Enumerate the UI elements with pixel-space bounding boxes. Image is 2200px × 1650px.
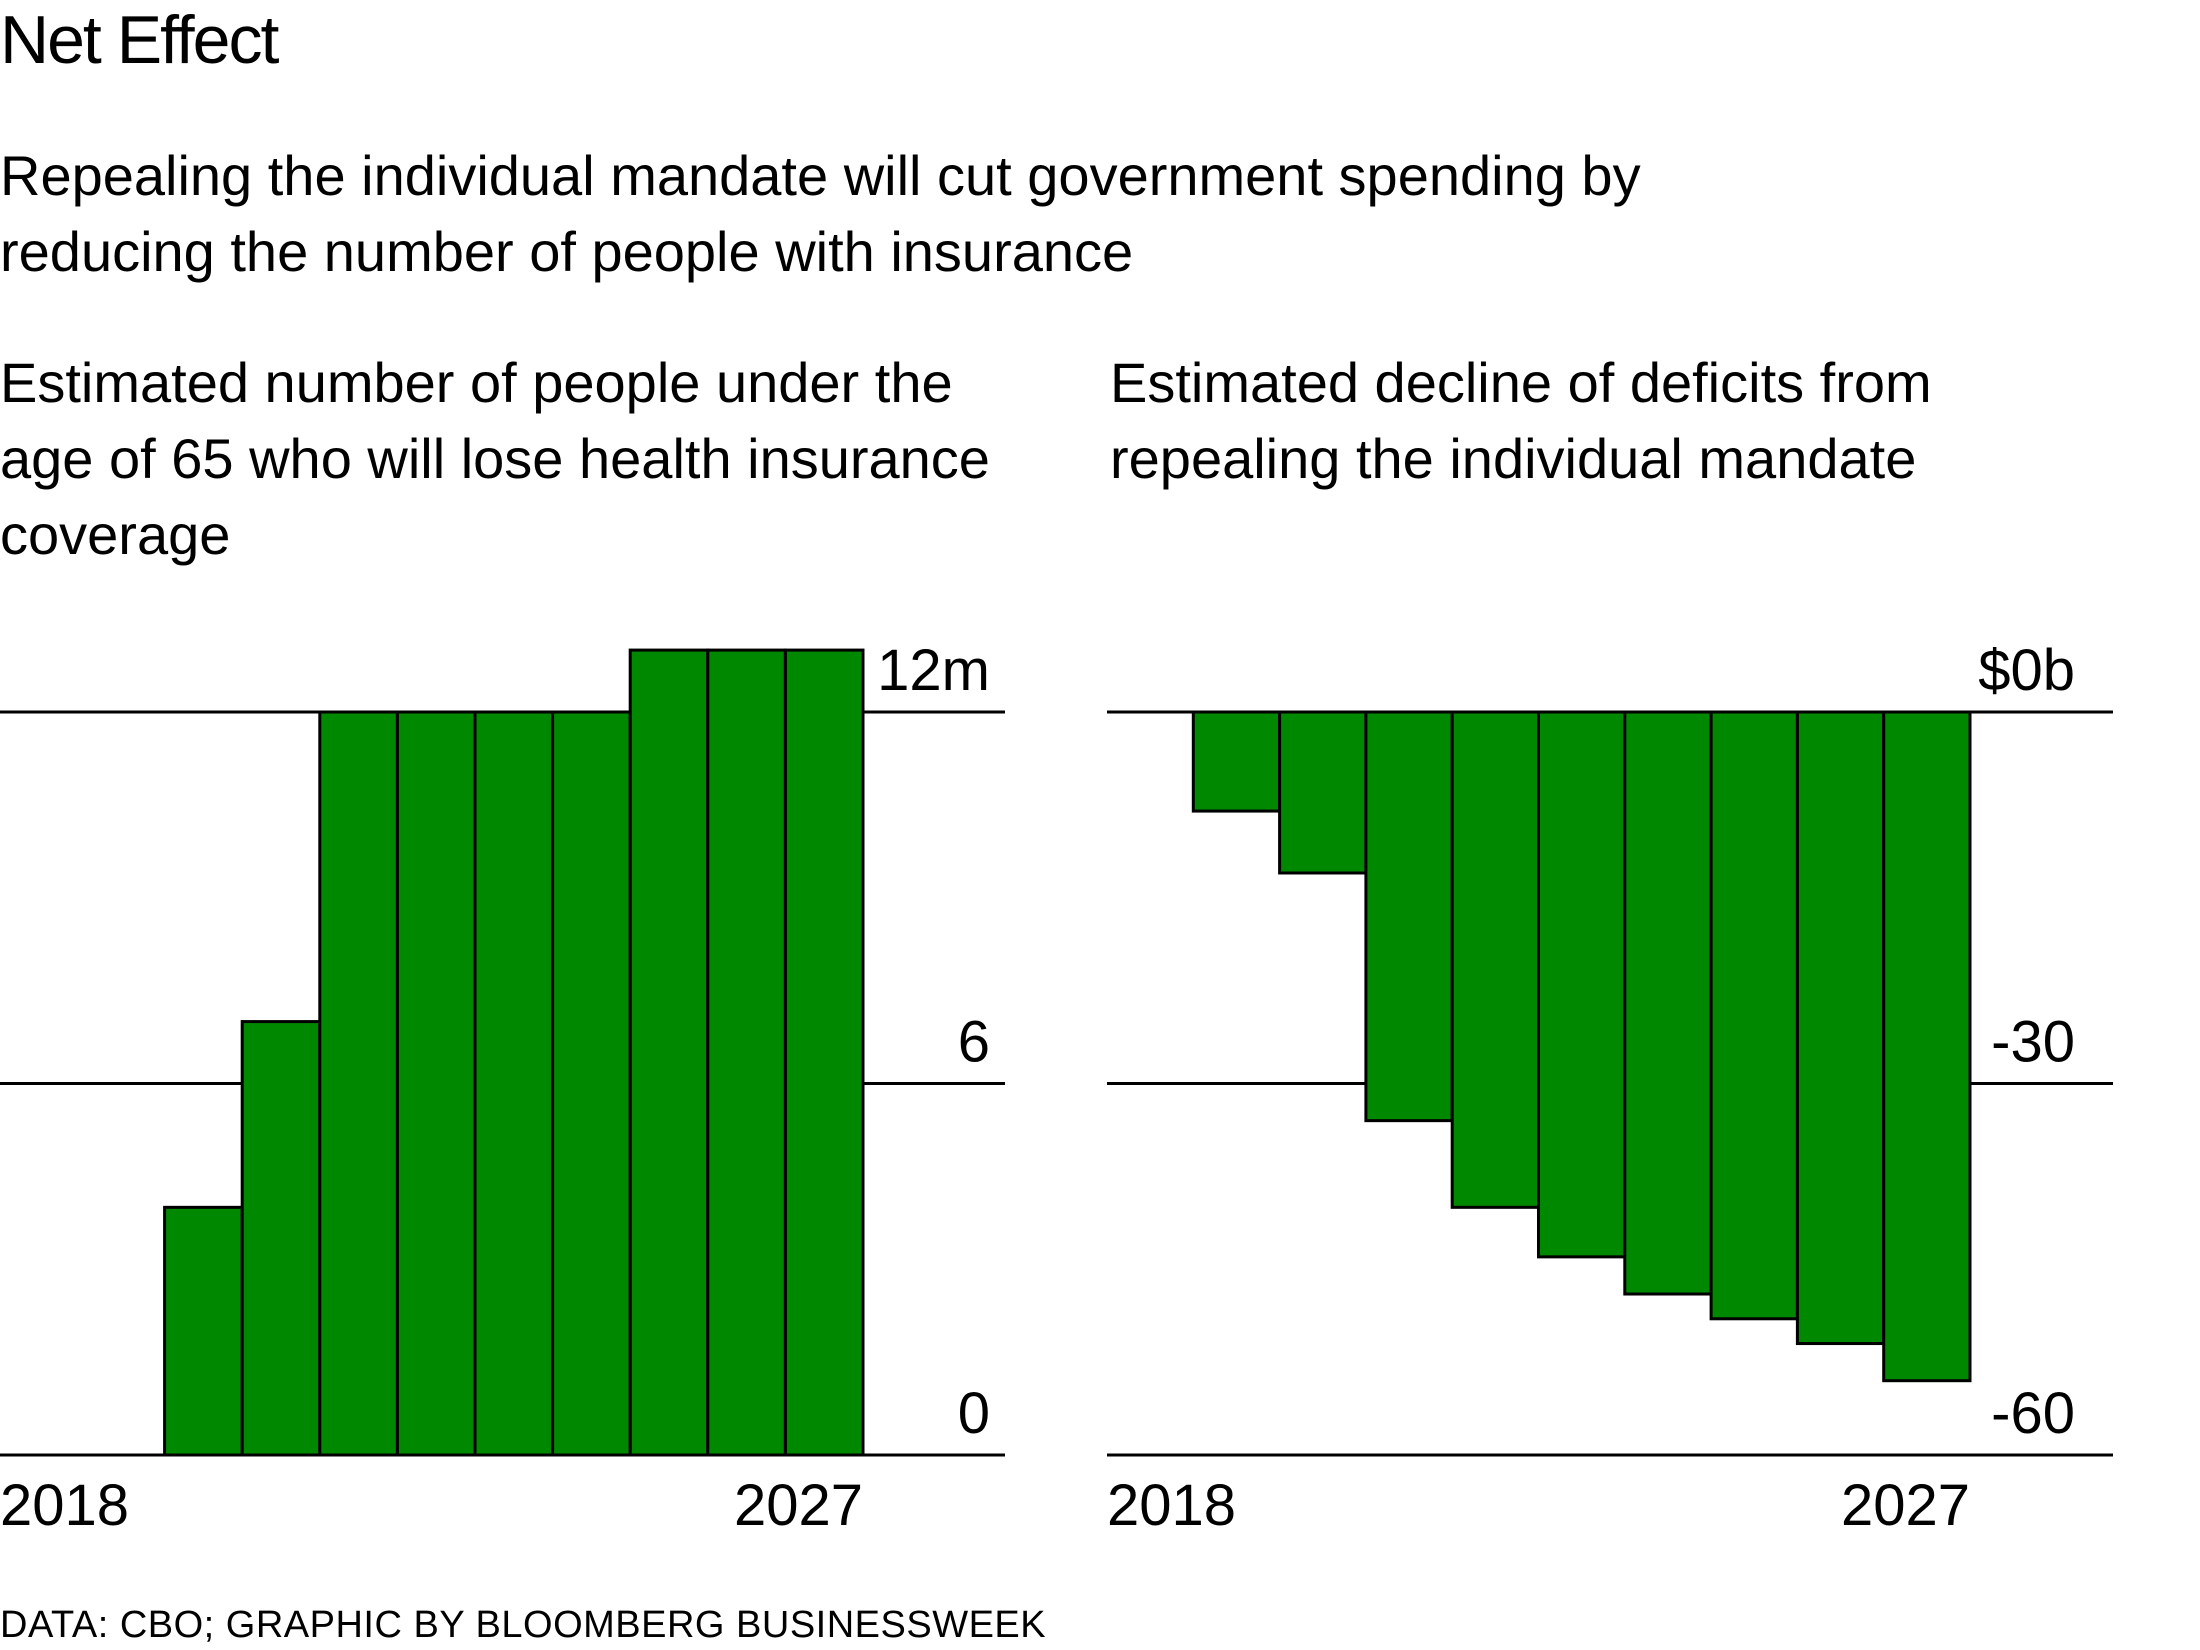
coverage-bar-2020 (240, 1020, 322, 1457)
coverage-bar-2026 (706, 648, 787, 1457)
deficit-bar-2020 (1278, 710, 1368, 875)
deficit-decline-chart: $0b -30 -60 2018 2027 (1107, 638, 2113, 1538)
coverage-bar-2021 (318, 710, 399, 1457)
coverage-bar-2027 (783, 648, 865, 1457)
deficit-bar-2024 (1623, 710, 1713, 1296)
deficit-y-tick-label: -30 (1991, 1010, 2075, 1075)
deficit-bar-2022 (1450, 710, 1540, 1209)
deficit-bar-2025 (1709, 710, 1799, 1321)
deficit-bar-2027 (1882, 710, 1972, 1383)
coverage-bar-2019 (163, 1205, 244, 1457)
deficit-x-tick-label: 2027 (1841, 1473, 1970, 1538)
deficit-y-tick-label: -60 (1991, 1381, 2075, 1446)
coverage-y-tick-label: 6 (958, 1010, 990, 1075)
coverage-bar-2025 (628, 648, 710, 1457)
coverage-x-tick-label: 2027 (734, 1473, 863, 1538)
people-losing-coverage-chart: 12m 6 0 2018 2027 (0, 638, 1005, 1538)
deficit-x-tick-label: 2018 (1107, 1473, 1236, 1538)
right-chart-title: Estimated decline of deficits from repea… (1110, 351, 1932, 490)
coverage-bar-2023 (473, 710, 555, 1457)
deficit-bar-2023 (1537, 710, 1627, 1259)
page-subtitle: Repealing the individual mandate will cu… (0, 144, 1641, 283)
deficit-bar-2019 (1191, 710, 1282, 813)
coverage-y-tick-label: 12m (877, 638, 990, 703)
coverage-bar-2024 (551, 710, 632, 1457)
page-title: Net Effect (0, 2, 279, 78)
coverage-x-tick-label: 2018 (0, 1473, 129, 1538)
source-note: DATA: CBO; GRAPHIC BY BLOOMBERG BUSINESS… (0, 1604, 1047, 1646)
deficit-bar-2026 (1795, 710, 1886, 1346)
deficit-bar-2021 (1364, 710, 1454, 1123)
coverage-y-tick-label: 0 (958, 1381, 990, 1446)
coverage-bar-2022 (395, 710, 477, 1457)
deficit-y-tick-label: $0b (1978, 638, 2075, 703)
left-chart-title: Estimated number of people under the age… (0, 351, 990, 566)
